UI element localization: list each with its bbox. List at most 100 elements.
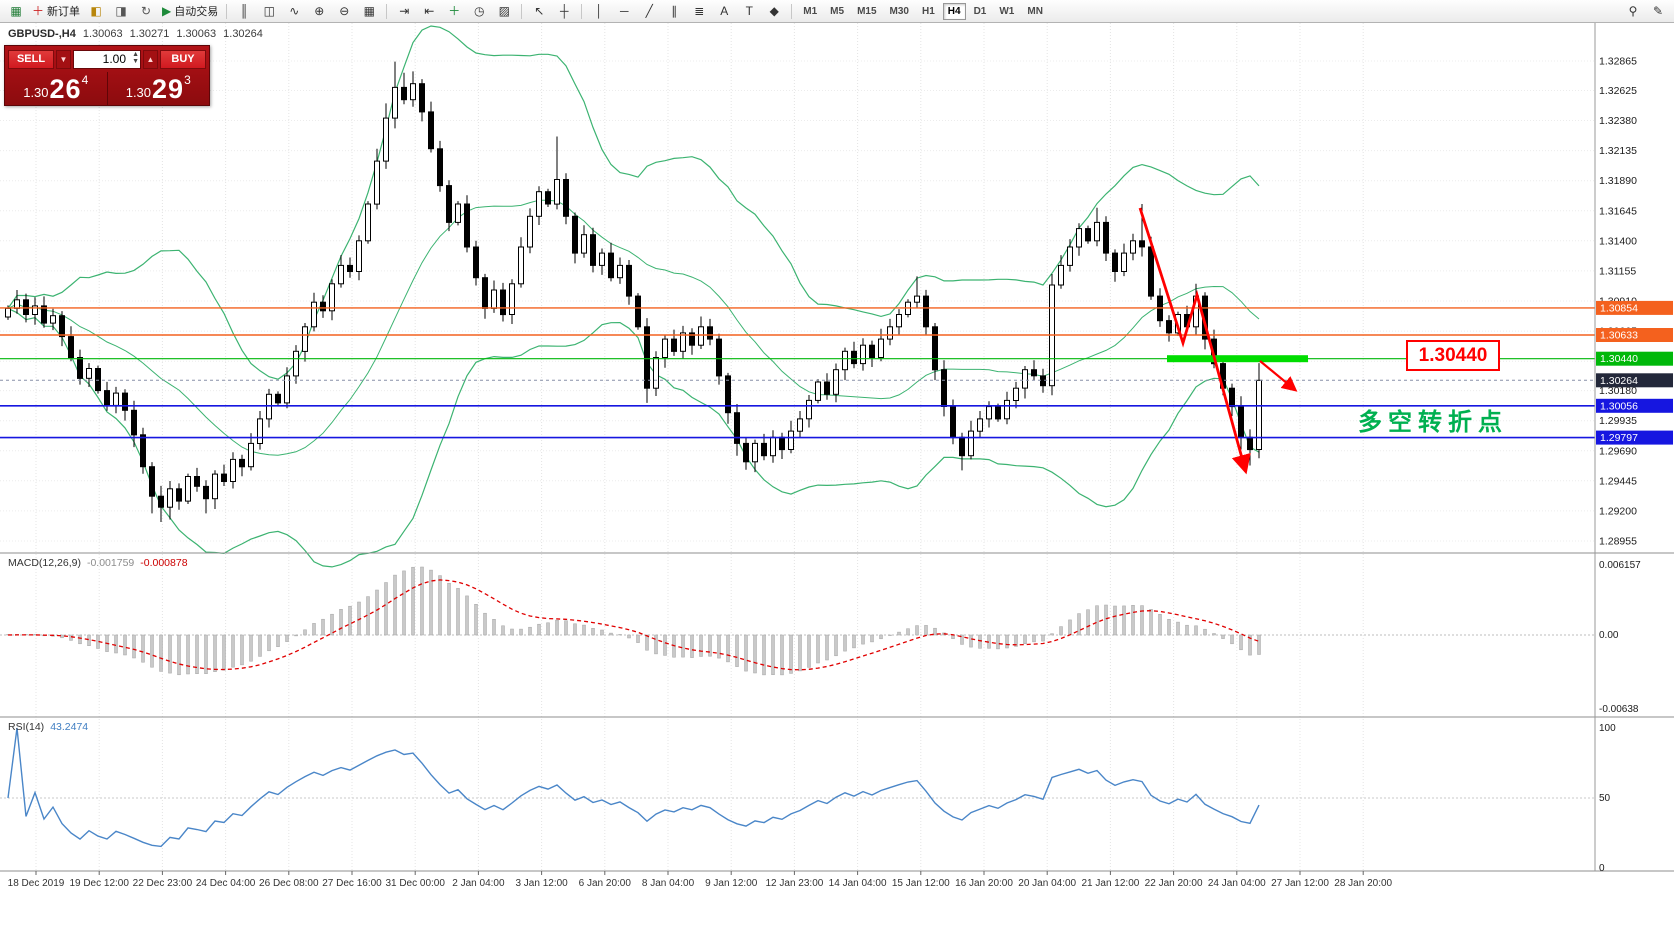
trendline-icon: ╱ (645, 4, 653, 18)
search-button[interactable]: ⚲ (1621, 1, 1645, 21)
svg-text:1.30264: 1.30264 (1600, 375, 1638, 387)
candlestick-series (5, 61, 1262, 522)
pane-separators[interactable] (0, 552, 1674, 872)
buy-price-button[interactable]: 1.30 29 3 (108, 72, 210, 105)
new-order-icon: ＋ (32, 4, 45, 18)
svg-text:1.31890: 1.31890 (1599, 175, 1637, 187)
tf-d1[interactable]: D1 (973, 5, 987, 17)
time-axis[interactable]: 18 Dec 2019 19 Dec 12:00 22 Dec 23:00 24 De… (8, 871, 1393, 889)
channel-button[interactable]: ∥ (662, 1, 686, 21)
chart-area[interactable]: 1.32865 1.32625 1.32380 1.32135 1.31890 1.316… (0, 23, 1674, 946)
svg-text:24 Dec 04:00: 24 Dec 04:00 (196, 878, 256, 889)
fibonacci-icon: ≣ (694, 4, 705, 18)
trend-arrows[interactable] (1138, 207, 1298, 475)
horizontal-line-objects[interactable] (0, 307, 1595, 439)
tf-m30[interactable]: M30 (889, 5, 909, 17)
svg-text:27 Jan 12:00: 27 Jan 12:00 (1271, 878, 1329, 889)
buy-price-big: 29 (152, 74, 185, 104)
svg-text:20 Jan 04:00: 20 Jan 04:00 (1018, 878, 1076, 889)
line-chart-type-button[interactable]: ∿ (282, 1, 306, 21)
sell-dropdown-icon[interactable]: ▼ (56, 49, 71, 69)
turning-point-label[interactable]: 多空转折点 (1358, 409, 1508, 436)
auto-scroll-button[interactable]: ⇥ (392, 1, 416, 21)
auto-trading-icon: ▶ (162, 4, 172, 18)
shapes-button[interactable]: ◆ (762, 1, 786, 21)
tf-mn[interactable]: MN (1027, 5, 1043, 17)
rsi-axis[interactable]: 100 50 0 (1599, 723, 1616, 874)
svg-text:1.31645: 1.31645 (1599, 205, 1637, 217)
svg-text:3 Jan 12:00: 3 Jan 12:00 (515, 878, 568, 889)
svg-text:1.31155: 1.31155 (1599, 265, 1636, 277)
search-icon: ⚲ (1628, 4, 1638, 18)
bar-chart-type-icon: ║ (239, 4, 249, 18)
macd-signal-line (7, 579, 1260, 671)
candlestick-type-button[interactable]: ◫ (257, 1, 281, 21)
bar-close: 1.30264 (223, 28, 263, 40)
fibonacci-button[interactable]: ≣ (687, 1, 711, 21)
tf-m5[interactable]: M5 (830, 5, 845, 17)
svg-text:8 Jan 04:00: 8 Jan 04:00 (642, 878, 695, 889)
svg-text:24 Jan 04:00: 24 Jan 04:00 (1208, 878, 1266, 889)
sell-price-button[interactable]: 1.30 26 4 (5, 72, 107, 105)
svg-text:9 Jan 12:00: 9 Jan 12:00 (705, 878, 758, 889)
vertical-line-button[interactable]: │ (587, 1, 611, 21)
macd-label: MACD(12,26,9) -0.001759 -0.000878 (8, 557, 188, 569)
svg-text:1.32135: 1.32135 (1599, 145, 1637, 157)
buy-dropdown-icon[interactable]: ▲ (143, 49, 158, 69)
terminal-button[interactable]: ▦ (4, 1, 28, 21)
tf-m15[interactable]: M15 (857, 5, 877, 17)
toolbar: ▦ ＋新订单 ◧ ◨ ↻ ▶ 自动交易 ║ ◫ ∿ ⊕ ⊖ ▦ ⇥ ⇤ ＋ ◷ ▨ ↖ ┼ │ ─ ╱ ∥ ≣ A T ◆ M1 M5 M1… (0, 0, 1674, 23)
rsi-label: RSI(14) 43.2474 (8, 721, 88, 733)
volume-input[interactable]: 1.00 ▲ ▼ (73, 49, 141, 69)
bar-chart-type-button[interactable]: ║ (232, 1, 256, 21)
cursor-button[interactable]: ↖ (527, 1, 551, 21)
sell-price-sup: 4 (81, 73, 89, 87)
buy-button[interactable]: BUY (160, 49, 206, 69)
zoom-in-button[interactable]: ⊕ (307, 1, 331, 21)
support-segment[interactable] (1167, 355, 1308, 363)
bar-high: 1.30271 (129, 28, 170, 40)
svg-text:26 Dec 08:00: 26 Dec 08:00 (259, 878, 319, 889)
macd-axis[interactable]: 0.006157 0.00 -0.00638 (1599, 560, 1641, 715)
grid-horizontal (0, 60, 1595, 542)
svg-text:28 Jan 20:00: 28 Jan 20:00 (1334, 878, 1392, 889)
chart-canvas[interactable]: 1.32865 1.32625 1.32380 1.32135 1.31890 1.316… (0, 23, 1674, 946)
sell-button[interactable]: SELL (8, 49, 54, 69)
candlestick-type-icon: ◫ (263, 4, 275, 18)
tile-windows-button[interactable]: ▦ (357, 1, 381, 21)
tf-h1[interactable]: H1 (921, 5, 935, 17)
templates-button[interactable]: ▨ (492, 1, 516, 21)
indicators-button[interactable]: ＋ (442, 1, 466, 21)
svg-text:18 Dec 2019: 18 Dec 2019 (8, 878, 65, 889)
auto-trading-button[interactable]: ▶ 自动交易 (159, 1, 221, 21)
macd-name: MACD(12,26,9) (8, 557, 81, 569)
new-order-button[interactable]: ＋新订单 (29, 1, 83, 21)
symbol-period: GBPUSD-,H4 (8, 28, 76, 40)
volume-up-icon[interactable]: ▲ (132, 50, 139, 58)
price-annotation-box[interactable]: 1.30440 (1406, 340, 1500, 371)
edit-button[interactable]: ✎ (1646, 1, 1670, 21)
text-tool-button[interactable]: A (712, 1, 736, 21)
svg-text:21 Jan 12:00: 21 Jan 12:00 (1081, 878, 1139, 889)
tf-m1[interactable]: M1 (803, 5, 818, 17)
volume-down-icon[interactable]: ▼ (132, 57, 139, 65)
line-chart-type-icon: ∿ (289, 4, 300, 18)
tf-w1[interactable]: W1 (999, 5, 1015, 17)
crosshair-button[interactable]: ┼ (552, 1, 576, 21)
horizontal-line-button[interactable]: ─ (612, 1, 636, 21)
svg-text:14 Jan 04:00: 14 Jan 04:00 (829, 878, 887, 889)
zoom-in-icon: ⊕ (314, 4, 325, 18)
label-tool-icon: T (745, 4, 753, 18)
periods-button[interactable]: ◷ (467, 1, 491, 21)
svg-text:1.30180: 1.30180 (1599, 385, 1637, 397)
refresh-button[interactable]: ↻ (134, 1, 158, 21)
market-watch-button[interactable]: ◨ (109, 1, 133, 21)
chart-shift-button[interactable]: ⇤ (417, 1, 441, 21)
svg-text:22 Dec 23:00: 22 Dec 23:00 (133, 878, 193, 889)
tf-h4[interactable]: H4 (942, 2, 966, 20)
label-tool-button[interactable]: T (737, 1, 761, 21)
trendline-button[interactable]: ╱ (637, 1, 661, 21)
zoom-out-button[interactable]: ⊖ (332, 1, 356, 21)
vertical-line-icon: │ (595, 4, 604, 18)
chart-window-button[interactable]: ◧ (84, 1, 108, 21)
